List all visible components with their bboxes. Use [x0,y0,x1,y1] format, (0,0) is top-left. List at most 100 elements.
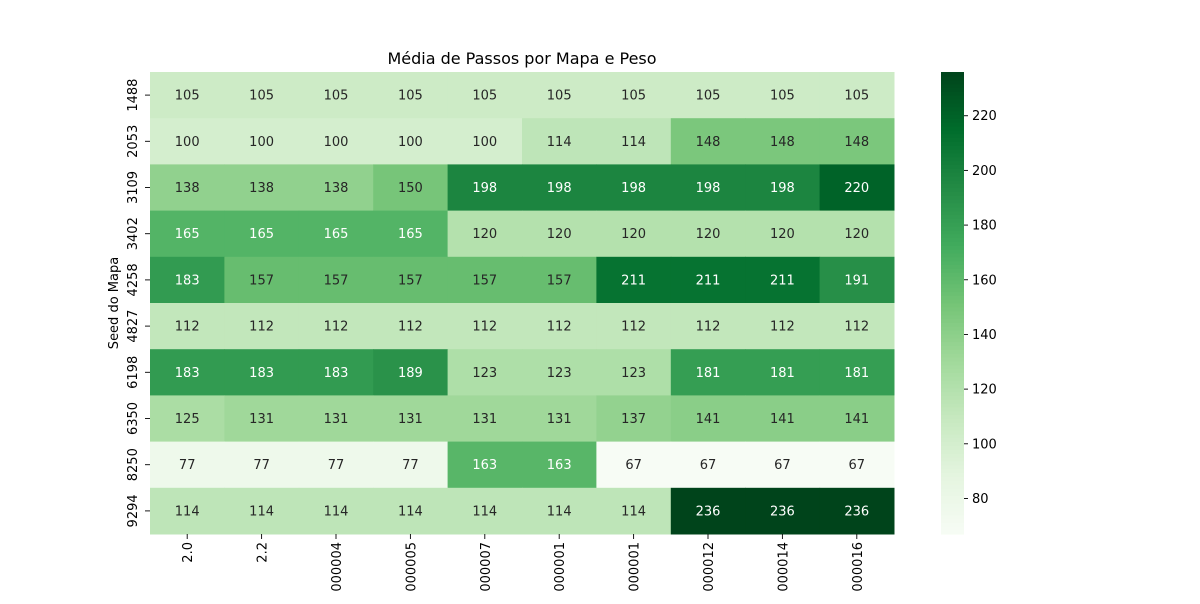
colorbar-tick-label: 220 [972,109,997,124]
colorbar-segment [941,422,964,427]
heatmap-cell [224,164,300,212]
heatmap-cell [522,487,597,535]
cell-value-label: 67 [849,458,866,473]
colorbar-segment [941,468,964,473]
y-tick-label: 1488 [126,79,141,112]
colorbar-segment [941,191,964,196]
colorbar-segment [941,95,964,100]
heatmap-cell [298,256,374,304]
colorbar-tick-label: 100 [972,437,997,452]
colorbar-segment [941,245,964,250]
colorbar-tick-label: 200 [972,164,997,179]
heatmap-cell [745,441,821,489]
chart-title: Média de Passos por Mapa e Peso [387,49,656,68]
heatmap-cell [745,164,821,212]
heatmap-cell [298,349,374,396]
cell-value-label: 183 [324,366,349,381]
x-tick-label: 000014 [776,542,791,592]
heatmap-cell [670,349,746,396]
heatmap-cell [224,303,300,350]
heatmap-cell [373,349,449,396]
colorbar-segment [941,530,964,535]
cell-value-label: 120 [770,227,795,242]
cell-value-label: 105 [547,89,572,104]
cell-value-label: 163 [547,458,572,473]
heatmap-cell [596,349,672,396]
cell-value-label: 105 [844,89,869,104]
colorbar-segment [941,164,964,169]
cell-value-label: 114 [547,504,572,519]
cell-value-label: 138 [175,181,200,196]
cell-value-label: 131 [324,412,349,427]
cell-value-label: 114 [547,135,572,150]
cell-value-label: 120 [621,227,646,242]
cell-value-label: 211 [621,273,646,288]
cell-value-label: 112 [249,320,274,335]
heatmap-cell [373,487,449,535]
colorbar-segment [941,476,964,481]
colorbar-segment [941,210,964,216]
colorbar-segment [941,310,964,316]
heatmap-cell [298,395,374,443]
heatmap-cell [373,303,449,350]
heatmap-cell [596,395,672,443]
y-tick-label: 6198 [126,356,141,389]
cell-value-label: 105 [770,89,795,104]
heatmap-cell [522,303,597,350]
y-tick-label: 3109 [126,171,141,204]
colorbar-segment [941,237,964,242]
cell-value-label: 157 [547,273,572,288]
heatmap-cell [373,164,449,212]
heatmap-cell [819,118,895,165]
heatmap-cell [447,487,523,535]
heatmap-cell [298,72,374,119]
colorbar-segment [941,156,964,162]
cell-value-label: 125 [175,412,200,427]
colorbar-segment [941,410,964,416]
heatmap-cell [447,441,523,489]
colorbar-segment [941,206,964,212]
colorbar-segment [941,364,964,370]
cell-value-label: 105 [324,89,349,104]
colorbar-segment [941,114,964,119]
heatmap-cell [745,349,821,396]
colorbar-segment [941,226,964,231]
cell-value-label: 100 [249,135,274,150]
cell-value-label: 141 [844,412,869,427]
colorbar-segment [941,518,964,524]
colorbar-segment [941,353,964,358]
heatmap-cell [745,487,821,535]
cell-value-label: 138 [324,181,349,196]
colorbar-segment [941,329,964,335]
x-tick-label: 000004 [330,542,345,592]
heatmap-cell [819,441,895,489]
cell-value-label: 112 [398,320,423,335]
heatmap-cell [298,118,374,165]
heatmap-cell [298,487,374,535]
colorbar-segment [941,183,964,189]
colorbar-segment [941,268,964,273]
colorbar-segment [941,256,964,262]
colorbar-tick-label: 160 [972,273,997,288]
cell-value-label: 157 [398,273,423,288]
cell-value-label: 236 [844,504,869,519]
heatmap-cell [224,210,300,258]
heatmap-cell [596,303,672,350]
cell-value-label: 211 [696,273,721,288]
heatmap-cell [224,118,300,165]
colorbar-segment [941,356,964,362]
y-tick-label: 4258 [126,263,141,296]
cell-value-label: 67 [700,458,717,473]
heatmap-cell [596,72,672,119]
cell-value-label: 211 [770,273,795,288]
colorbar-segment [941,110,964,115]
colorbar-segment [941,341,964,346]
heatmap-cell [447,72,523,119]
heatmap-cell [150,118,225,165]
heatmap-cell [522,256,597,304]
heatmap-cell [447,256,523,304]
heatmap-cell [150,164,225,212]
colorbar-segment [941,249,964,254]
heatmap-cell [150,441,225,489]
